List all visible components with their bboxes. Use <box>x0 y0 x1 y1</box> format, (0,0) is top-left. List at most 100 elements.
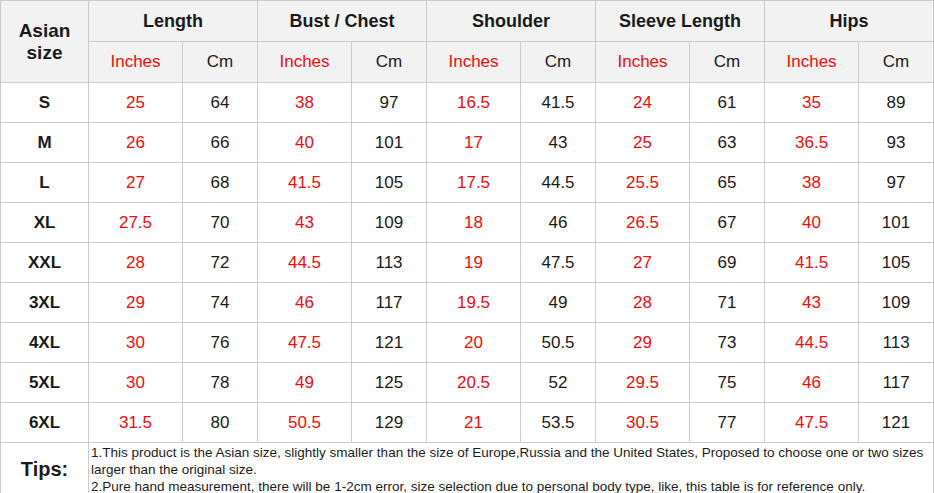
inches-value-cell: 47.5 <box>258 323 352 363</box>
cm-value-cell: 63 <box>690 123 765 163</box>
table-row: 3XL29744611719.549287143109 <box>1 283 934 323</box>
inches-value-cell: 29 <box>596 323 690 363</box>
cm-value-cell: 76 <box>183 323 258 363</box>
cm-value-cell: 93 <box>859 123 934 163</box>
cm-value-cell: 97 <box>352 83 427 123</box>
inches-value-cell: 31.5 <box>89 403 183 443</box>
inches-value-cell: 44.5 <box>258 243 352 283</box>
unit-header-hips-inches: Inches <box>765 42 859 83</box>
inches-value-cell: 36.5 <box>765 123 859 163</box>
cm-value-cell: 61 <box>690 83 765 123</box>
cm-value-cell: 66 <box>183 123 258 163</box>
cm-value-cell: 121 <box>352 323 427 363</box>
table-row: S2564389716.541.524613589 <box>1 83 934 123</box>
cm-value-cell: 101 <box>859 203 934 243</box>
tips-label: Tips: <box>1 443 89 493</box>
inches-value-cell: 19.5 <box>427 283 521 323</box>
inches-value-cell: 25 <box>89 83 183 123</box>
inches-value-cell: 20.5 <box>427 363 521 403</box>
size-label-cell: 5XL <box>1 363 89 403</box>
cm-value-cell: 41.5 <box>521 83 596 123</box>
unit-header-hips-cm: Cm <box>859 42 934 83</box>
tips-text-cell: 1.This product is the Asian size, slight… <box>89 443 934 493</box>
cm-value-cell: 117 <box>859 363 934 403</box>
cm-value-cell: 125 <box>352 363 427 403</box>
inches-value-cell: 27.5 <box>89 203 183 243</box>
inches-value-cell: 25.5 <box>596 163 690 203</box>
inches-value-cell: 41.5 <box>765 243 859 283</box>
cm-value-cell: 73 <box>690 323 765 363</box>
cm-value-cell: 121 <box>859 403 934 443</box>
table-row: M2666401011743256336.593 <box>1 123 934 163</box>
cm-value-cell: 46 <box>521 203 596 243</box>
column-group-bust-chest: Bust / Chest <box>258 1 427 42</box>
table-row: XXL287244.51131947.5276941.5105 <box>1 243 934 283</box>
unit-header-bust-cm: Cm <box>352 42 427 83</box>
inches-value-cell: 28 <box>89 243 183 283</box>
cm-value-cell: 97 <box>859 163 934 203</box>
inches-value-cell: 40 <box>765 203 859 243</box>
cm-value-cell: 69 <box>690 243 765 283</box>
inches-value-cell: 25 <box>596 123 690 163</box>
inches-value-cell: 30 <box>89 323 183 363</box>
column-group-sleeve-length: Sleeve Length <box>596 1 765 42</box>
inches-value-cell: 26 <box>89 123 183 163</box>
cm-value-cell: 49 <box>521 283 596 323</box>
inches-value-cell: 26.5 <box>596 203 690 243</box>
cm-value-cell: 50.5 <box>521 323 596 363</box>
cm-value-cell: 65 <box>690 163 765 203</box>
inches-value-cell: 44.5 <box>765 323 859 363</box>
tips-line-1: 1.This product is the Asian size, slight… <box>91 444 931 478</box>
cm-value-cell: 113 <box>352 243 427 283</box>
table-row: 4XL307647.51212050.5297344.5113 <box>1 323 934 363</box>
tips-section: Tips: 1.This product is the Asian size, … <box>1 443 934 493</box>
inches-value-cell: 29 <box>89 283 183 323</box>
tips-row: Tips: 1.This product is the Asian size, … <box>1 443 934 493</box>
cm-value-cell: 70 <box>183 203 258 243</box>
inches-value-cell: 17 <box>427 123 521 163</box>
table-row: 6XL31.58050.51292153.530.57747.5121 <box>1 403 934 443</box>
inches-value-cell: 21 <box>427 403 521 443</box>
unit-header-shoulder-cm: Cm <box>521 42 596 83</box>
inches-value-cell: 16.5 <box>427 83 521 123</box>
cm-value-cell: 80 <box>183 403 258 443</box>
unit-header-bust-inches: Inches <box>258 42 352 83</box>
cm-value-cell: 89 <box>859 83 934 123</box>
size-chart-page: Asian size Length Bust / Chest Shoulder … <box>0 0 934 493</box>
inches-value-cell: 19 <box>427 243 521 283</box>
cm-value-cell: 105 <box>352 163 427 203</box>
size-chart-body: S2564389716.541.524613589M26664010117432… <box>1 83 934 443</box>
inches-value-cell: 41.5 <box>258 163 352 203</box>
cm-value-cell: 53.5 <box>521 403 596 443</box>
cm-value-cell: 72 <box>183 243 258 283</box>
size-label-cell: S <box>1 83 89 123</box>
cm-value-cell: 75 <box>690 363 765 403</box>
inches-value-cell: 27 <box>596 243 690 283</box>
unit-header-length-inches: Inches <box>89 42 183 83</box>
cm-value-cell: 129 <box>352 403 427 443</box>
inches-value-cell: 28 <box>596 283 690 323</box>
size-chart-header: Asian size Length Bust / Chest Shoulder … <box>1 1 934 83</box>
cm-value-cell: 117 <box>352 283 427 323</box>
size-label-cell: L <box>1 163 89 203</box>
inches-value-cell: 43 <box>258 203 352 243</box>
cm-value-cell: 52 <box>521 363 596 403</box>
cm-value-cell: 78 <box>183 363 258 403</box>
inches-value-cell: 50.5 <box>258 403 352 443</box>
inches-value-cell: 38 <box>258 83 352 123</box>
inches-value-cell: 46 <box>765 363 859 403</box>
cm-value-cell: 101 <box>352 123 427 163</box>
table-row: 5XL30784912520.55229.57546117 <box>1 363 934 403</box>
inches-value-cell: 18 <box>427 203 521 243</box>
inches-value-cell: 24 <box>596 83 690 123</box>
inches-value-cell: 17.5 <box>427 163 521 203</box>
inches-value-cell: 29.5 <box>596 363 690 403</box>
column-group-shoulder: Shoulder <box>427 1 596 42</box>
inches-value-cell: 46 <box>258 283 352 323</box>
unit-header-sleeve-cm: Cm <box>690 42 765 83</box>
cm-value-cell: 44.5 <box>521 163 596 203</box>
inches-value-cell: 43 <box>765 283 859 323</box>
size-label-cell: XL <box>1 203 89 243</box>
cm-value-cell: 74 <box>183 283 258 323</box>
inches-value-cell: 47.5 <box>765 403 859 443</box>
